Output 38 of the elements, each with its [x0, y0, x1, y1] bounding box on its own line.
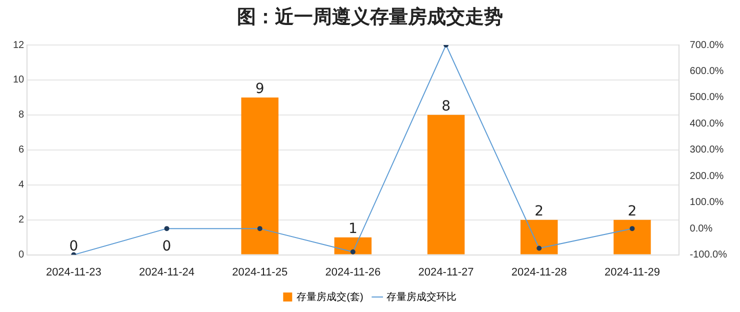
- y2-tick-label: 400.0%: [690, 118, 724, 130]
- data-label: 1: [348, 220, 358, 237]
- bar: [241, 97, 278, 254]
- bar: [520, 220, 558, 254]
- y2-tick-label: 600.0%: [690, 66, 724, 77]
- y2-tick-label: 0.0%: [690, 223, 713, 234]
- y2-tick-label: 300.0%: [690, 144, 724, 156]
- x-tick-label: 2024-11-29: [604, 266, 660, 278]
- data-label: 2: [628, 203, 637, 220]
- y-tick-label: 12: [13, 40, 25, 51]
- data-label: 9: [255, 81, 264, 98]
- y2-tick-label: 500.0%: [690, 92, 724, 104]
- y-tick-label: 2: [18, 214, 25, 226]
- chart-title: 图：近一周遵义存量房成交走势: [236, 5, 504, 30]
- y-tick-label: 10: [13, 74, 25, 86]
- y2-tick-label: -100.0%: [690, 250, 728, 261]
- y2-tick-label: 700.0%: [690, 40, 724, 51]
- y-tick-label: 0: [18, 250, 25, 261]
- x-tick-label: 2024-11-24: [139, 266, 194, 278]
- data-label: 2: [534, 203, 544, 220]
- y-tick-label: 8: [18, 110, 25, 121]
- x-tick-label: 2024-11-25: [232, 266, 288, 278]
- y-tick-label: 4: [18, 180, 25, 191]
- bar: [334, 237, 372, 254]
- y2-tick-label: 100.0%: [690, 197, 724, 208]
- legend-label: 存量房成交环比: [386, 290, 456, 303]
- data-label: 0: [162, 238, 172, 254]
- data-label: 8: [442, 98, 450, 115]
- y2-tick-label: 200.0%: [690, 170, 724, 182]
- bar: [614, 220, 651, 254]
- data-label: 0: [69, 238, 78, 254]
- x-tick-label: 2024-11-26: [325, 266, 381, 278]
- bar: [427, 114, 465, 254]
- legend-label: 存量房成交(套): [296, 290, 364, 303]
- x-tick-label: 2024-11-23: [46, 266, 102, 278]
- y-tick-label: 6: [18, 144, 25, 156]
- x-tick-label: 2024-11-27: [418, 266, 474, 278]
- x-tick-label: 2024-11-28: [511, 266, 567, 278]
